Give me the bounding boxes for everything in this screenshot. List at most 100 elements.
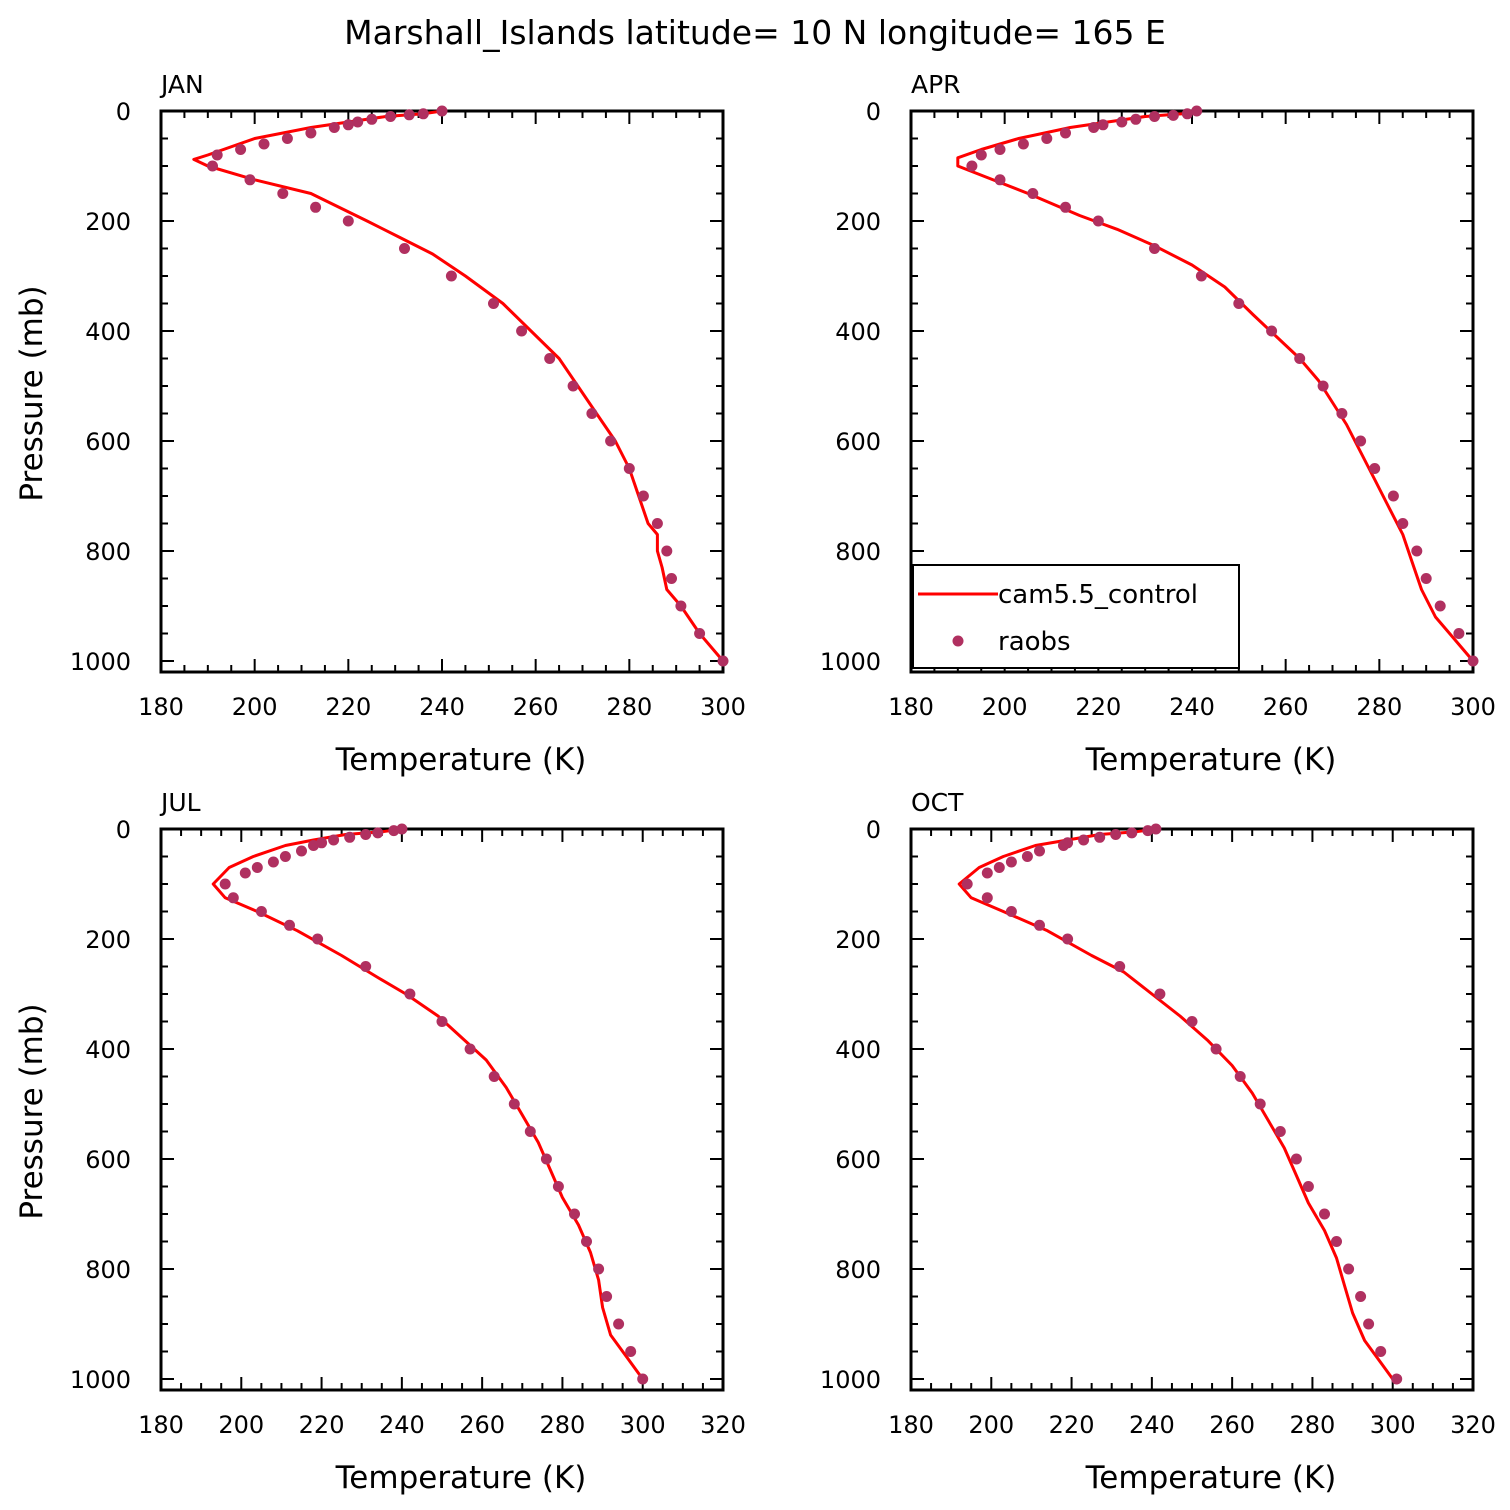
- obs-point: [385, 111, 396, 122]
- x-tick-label: 220: [299, 1411, 345, 1439]
- y-tick-label: 200: [835, 208, 881, 236]
- x-tick-label: 220: [1049, 1411, 1095, 1439]
- obs-point: [488, 298, 499, 309]
- obs-point: [344, 831, 356, 843]
- y-tick-label: 400: [85, 318, 131, 346]
- y-tick-label: 200: [835, 926, 881, 954]
- obs-point: [1167, 109, 1179, 121]
- obs-point: [581, 1236, 592, 1247]
- obs-point: [1062, 933, 1074, 945]
- obs-point: [1097, 119, 1109, 131]
- x-tick-label: 260: [1263, 693, 1309, 721]
- obs-point: [464, 1043, 476, 1055]
- obs-point: [1149, 243, 1160, 254]
- obs-point: [488, 1071, 500, 1082]
- x-tick-label: 300: [1450, 693, 1496, 721]
- obs-point: [342, 119, 354, 131]
- panel-oct: 180 200 220 240 260 280 300 320 0 200 400 600 800 100…: [820, 788, 1496, 1496]
- obs-point: [1186, 1016, 1198, 1027]
- obs-point: [305, 127, 317, 139]
- obs-point: [1233, 298, 1245, 309]
- obs-point: [1434, 600, 1446, 612]
- y-tick-label: 200: [85, 208, 131, 236]
- y-tick-label: 1000: [70, 1366, 131, 1394]
- panel-jan: 180 200 220 240 260 280 300 0 200 400 600 800 1000 JA…: [14, 70, 746, 778]
- y-tick-label: 800: [835, 538, 881, 566]
- obs-point: [637, 1373, 649, 1385]
- obs-point: [981, 892, 993, 904]
- x-tick-label: 240: [379, 1411, 425, 1439]
- obs-point: [966, 160, 978, 172]
- obs-point: [717, 655, 729, 667]
- obs-point: [1302, 1181, 1314, 1192]
- obs-point: [552, 1181, 564, 1192]
- obs-point: [1195, 270, 1207, 282]
- obs-point: [1411, 545, 1423, 557]
- x-axis-title: Temperature (K): [335, 742, 587, 778]
- obs-point: [1375, 1346, 1387, 1357]
- obs-point: [310, 201, 322, 213]
- obs-point: [251, 862, 263, 873]
- obs-point: [312, 933, 324, 945]
- obs-point: [544, 353, 556, 364]
- obs-point: [994, 144, 1006, 155]
- obs-point: [975, 149, 987, 161]
- x-tick-label: 200: [218, 1411, 264, 1439]
- obs-point: [601, 1291, 613, 1302]
- obs-point: [1034, 919, 1045, 931]
- obs-point: [388, 825, 400, 837]
- obs-point: [1331, 1236, 1342, 1247]
- obs-point: [508, 1098, 520, 1110]
- panel-jul: 180 200 220 240 260 280 300 320 0 200 400 600 800 100…: [14, 788, 746, 1496]
- obs-point: [993, 862, 1005, 873]
- obs-point: [1453, 628, 1465, 639]
- obs-point: [981, 867, 993, 879]
- obs-point: [637, 490, 649, 502]
- obs-point: [694, 628, 706, 639]
- y-tick-label: 200: [85, 926, 131, 954]
- y-tick-label: 800: [85, 538, 131, 566]
- obs-point: [1319, 1208, 1330, 1220]
- obs-point: [1149, 111, 1160, 122]
- x-tick-label: 300: [700, 693, 746, 721]
- x-tick-label: 240: [1169, 693, 1215, 721]
- y-tick-label: 1000: [70, 648, 131, 676]
- obs-point: [281, 133, 293, 144]
- obs-point: [258, 138, 270, 150]
- y-axis-title: Pressure (mb): [14, 1003, 50, 1219]
- obs-point: [1005, 906, 1017, 917]
- obs-point: [308, 840, 319, 851]
- obs-point: [651, 518, 663, 529]
- obs-point: [1369, 463, 1381, 474]
- x-axis-title: Temperature (K): [1085, 742, 1337, 778]
- obs-point: [625, 1346, 637, 1357]
- y-axis-title: Pressure (mb): [14, 285, 50, 501]
- obs-point: [360, 829, 372, 840]
- obs-point: [1116, 116, 1128, 128]
- obs-point: [1154, 988, 1166, 1000]
- obs-point: [666, 573, 677, 584]
- x-tick-label: 220: [325, 693, 371, 721]
- obs-point: [445, 270, 457, 282]
- y-tick-label: 400: [85, 1036, 131, 1064]
- x-tick-label: 320: [1450, 1411, 1496, 1439]
- obs-point: [1088, 122, 1100, 133]
- x-tick-label: 300: [1370, 1411, 1416, 1439]
- obs-point: [255, 906, 267, 917]
- obs-point: [328, 122, 340, 133]
- obs-point: [1126, 827, 1138, 839]
- x-tick-label: 240: [1129, 1411, 1175, 1439]
- y-tick-label: 600: [85, 428, 131, 456]
- y-tick-label: 1000: [820, 648, 881, 676]
- obs-point: [436, 1016, 448, 1027]
- y-tick-label: 600: [85, 1146, 131, 1174]
- obs-point: [1294, 353, 1306, 364]
- obs-point: [1387, 490, 1399, 502]
- obs-point: [1355, 435, 1367, 447]
- obs-point: [1336, 408, 1348, 419]
- obs-point: [1191, 105, 1203, 117]
- y-tick-label: 400: [835, 1036, 881, 1064]
- obs-point: [1290, 1153, 1302, 1165]
- x-axis-title: Temperature (K): [1085, 1460, 1337, 1496]
